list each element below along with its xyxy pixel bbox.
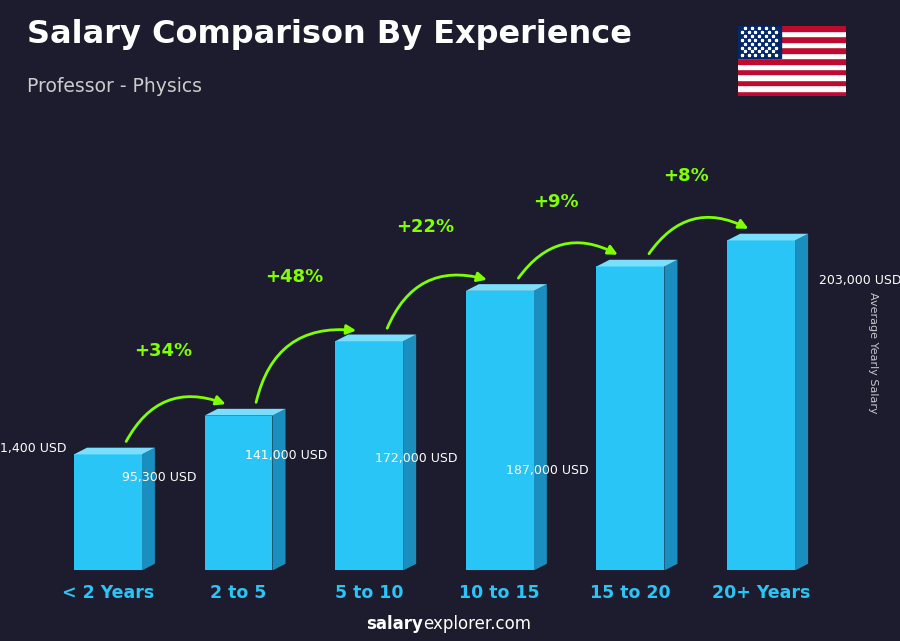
Text: salary: salary — [366, 615, 423, 633]
Bar — [738, 37, 846, 42]
Bar — [738, 31, 846, 37]
Polygon shape — [204, 415, 273, 570]
Polygon shape — [403, 335, 416, 570]
Text: +9%: +9% — [533, 193, 579, 211]
Bar — [738, 69, 846, 74]
Polygon shape — [597, 260, 678, 267]
Text: 71,400 USD: 71,400 USD — [0, 442, 66, 455]
Polygon shape — [727, 234, 808, 240]
Text: 203,000 USD: 203,000 USD — [819, 274, 900, 287]
Text: 172,000 USD: 172,000 USD — [375, 452, 458, 465]
Bar — [738, 26, 781, 58]
Text: Professor - Physics: Professor - Physics — [27, 77, 202, 96]
Polygon shape — [142, 447, 155, 570]
Bar — [738, 74, 846, 80]
Text: explorer.com: explorer.com — [423, 615, 531, 633]
Polygon shape — [335, 335, 416, 341]
Bar — [738, 85, 846, 91]
Text: Salary Comparison By Experience: Salary Comparison By Experience — [27, 19, 632, 50]
Bar — [738, 80, 846, 85]
Polygon shape — [534, 284, 547, 570]
Text: +48%: +48% — [265, 268, 323, 286]
Text: +8%: +8% — [663, 167, 709, 185]
Bar — [738, 91, 846, 96]
Text: 141,000 USD: 141,000 USD — [245, 449, 328, 462]
Polygon shape — [795, 234, 808, 570]
Polygon shape — [664, 260, 678, 570]
Polygon shape — [727, 240, 795, 570]
Text: +22%: +22% — [396, 217, 454, 235]
Text: Average Yearly Salary: Average Yearly Salary — [868, 292, 878, 413]
Text: +34%: +34% — [134, 342, 193, 360]
Polygon shape — [74, 447, 155, 454]
Bar — [738, 63, 846, 69]
Bar — [738, 58, 846, 63]
Polygon shape — [204, 409, 285, 415]
Polygon shape — [335, 341, 403, 570]
Polygon shape — [466, 291, 534, 570]
Bar — [738, 42, 846, 47]
Bar — [738, 47, 846, 53]
Text: 95,300 USD: 95,300 USD — [122, 471, 197, 484]
Bar — [738, 26, 846, 31]
Text: 187,000 USD: 187,000 USD — [506, 463, 589, 477]
Polygon shape — [74, 454, 142, 570]
Bar — [738, 53, 846, 58]
Polygon shape — [273, 409, 285, 570]
Polygon shape — [597, 267, 664, 570]
Polygon shape — [466, 284, 547, 291]
